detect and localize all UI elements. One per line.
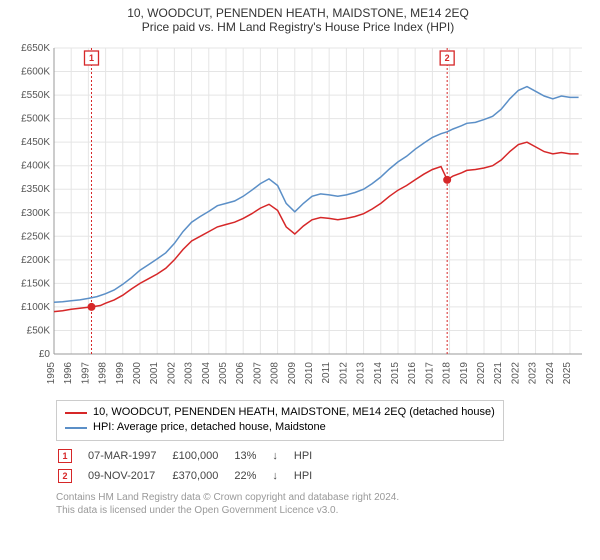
svg-text:1998: 1998 — [98, 362, 109, 385]
svg-text:£100K: £100K — [21, 302, 50, 313]
point-marker-icon: 1 — [58, 449, 72, 463]
svg-text:2012: 2012 — [338, 362, 349, 385]
svg-text:2018: 2018 — [442, 362, 453, 385]
svg-text:2024: 2024 — [545, 362, 556, 385]
svg-text:2003: 2003 — [184, 362, 195, 385]
svg-text:£400K: £400K — [21, 161, 50, 172]
svg-text:2019: 2019 — [459, 362, 470, 385]
point-price: £370,000 — [172, 467, 232, 485]
point-date: 09-NOV-2017 — [88, 467, 170, 485]
svg-text:2023: 2023 — [528, 362, 539, 385]
chart-title: 10, WOODCUT, PENENDEN HEATH, MAIDSTONE, … — [6, 6, 590, 20]
footer-line-1: Contains HM Land Registry data © Crown c… — [56, 491, 590, 504]
svg-text:£350K: £350K — [21, 184, 50, 195]
svg-text:2011: 2011 — [321, 362, 332, 384]
chart-subtitle: Price paid vs. HM Land Registry's House … — [6, 20, 590, 34]
svg-text:2013: 2013 — [356, 362, 367, 385]
point-arrow: ↓ — [272, 447, 292, 465]
svg-text:2016: 2016 — [407, 362, 418, 385]
legend-label: 10, WOODCUT, PENENDEN HEATH, MAIDSTONE, … — [93, 405, 495, 420]
svg-text:2: 2 — [445, 53, 450, 63]
svg-text:2006: 2006 — [235, 362, 246, 385]
data-points-table: 1 07-MAR-1997£100,00013%↓HPI 2 09-NOV-2017£… — [56, 445, 328, 487]
footer-line-2: This data is licensed under the Open Gov… — [56, 504, 590, 517]
svg-text:1999: 1999 — [115, 362, 126, 385]
svg-text:£550K: £550K — [21, 90, 50, 101]
legend-label: HPI: Average price, detached house, Maid… — [93, 420, 326, 435]
svg-text:£150K: £150K — [21, 278, 50, 289]
svg-text:2025: 2025 — [562, 362, 573, 385]
legend-swatch — [65, 412, 87, 414]
svg-text:£50K: £50K — [27, 325, 51, 336]
line-chart: £0 £50K £100K £150K £200K £250K £300K £350K £400… — [6, 38, 590, 398]
svg-text:2008: 2008 — [270, 362, 281, 385]
svg-text:£600K: £600K — [21, 67, 50, 78]
table-row: 2 09-NOV-2017£370,00022%↓HPI — [58, 467, 326, 485]
svg-text:2014: 2014 — [373, 362, 384, 385]
point-suffix: HPI — [294, 467, 326, 485]
svg-text:2000: 2000 — [132, 362, 143, 385]
svg-text:2015: 2015 — [390, 362, 401, 385]
svg-text:2001: 2001 — [149, 362, 160, 385]
svg-text:£650K: £650K — [21, 43, 50, 54]
svg-text:2004: 2004 — [201, 362, 212, 385]
svg-text:2007: 2007 — [252, 362, 263, 385]
svg-text:£300K: £300K — [21, 208, 50, 219]
legend: 10, WOODCUT, PENENDEN HEATH, MAIDSTONE, … — [56, 400, 504, 441]
svg-text:1996: 1996 — [63, 362, 74, 385]
svg-text:2005: 2005 — [218, 362, 229, 385]
chart-area: £0 £50K £100K £150K £200K £250K £300K £350K £400… — [6, 38, 590, 398]
svg-text:1995: 1995 — [46, 362, 57, 385]
svg-text:1997: 1997 — [80, 362, 91, 385]
svg-text:2010: 2010 — [304, 362, 315, 385]
point-price: £100,000 — [172, 447, 232, 465]
svg-text:£500K: £500K — [21, 114, 50, 125]
legend-item: HPI: Average price, detached house, Maid… — [65, 420, 495, 435]
svg-text:2020: 2020 — [476, 362, 487, 385]
point-pct: 13% — [234, 447, 270, 465]
svg-text:2002: 2002 — [166, 362, 177, 385]
svg-text:£450K: £450K — [21, 137, 50, 148]
svg-text:£250K: £250K — [21, 231, 50, 242]
svg-text:£0: £0 — [39, 349, 51, 360]
table-row: 1 07-MAR-1997£100,00013%↓HPI — [58, 447, 326, 465]
point-arrow: ↓ — [272, 467, 292, 485]
legend-swatch — [65, 427, 87, 429]
svg-text:1: 1 — [89, 53, 94, 63]
svg-text:2022: 2022 — [510, 362, 521, 385]
point-suffix: HPI — [294, 447, 326, 465]
point-marker-icon: 2 — [58, 469, 72, 483]
svg-text:2009: 2009 — [287, 362, 298, 385]
point-date: 07-MAR-1997 — [88, 447, 170, 465]
svg-text:2021: 2021 — [493, 362, 504, 385]
svg-text:2017: 2017 — [424, 362, 435, 385]
legend-item: 10, WOODCUT, PENENDEN HEATH, MAIDSTONE, … — [65, 405, 495, 420]
svg-text:£200K: £200K — [21, 255, 50, 266]
point-pct: 22% — [234, 467, 270, 485]
